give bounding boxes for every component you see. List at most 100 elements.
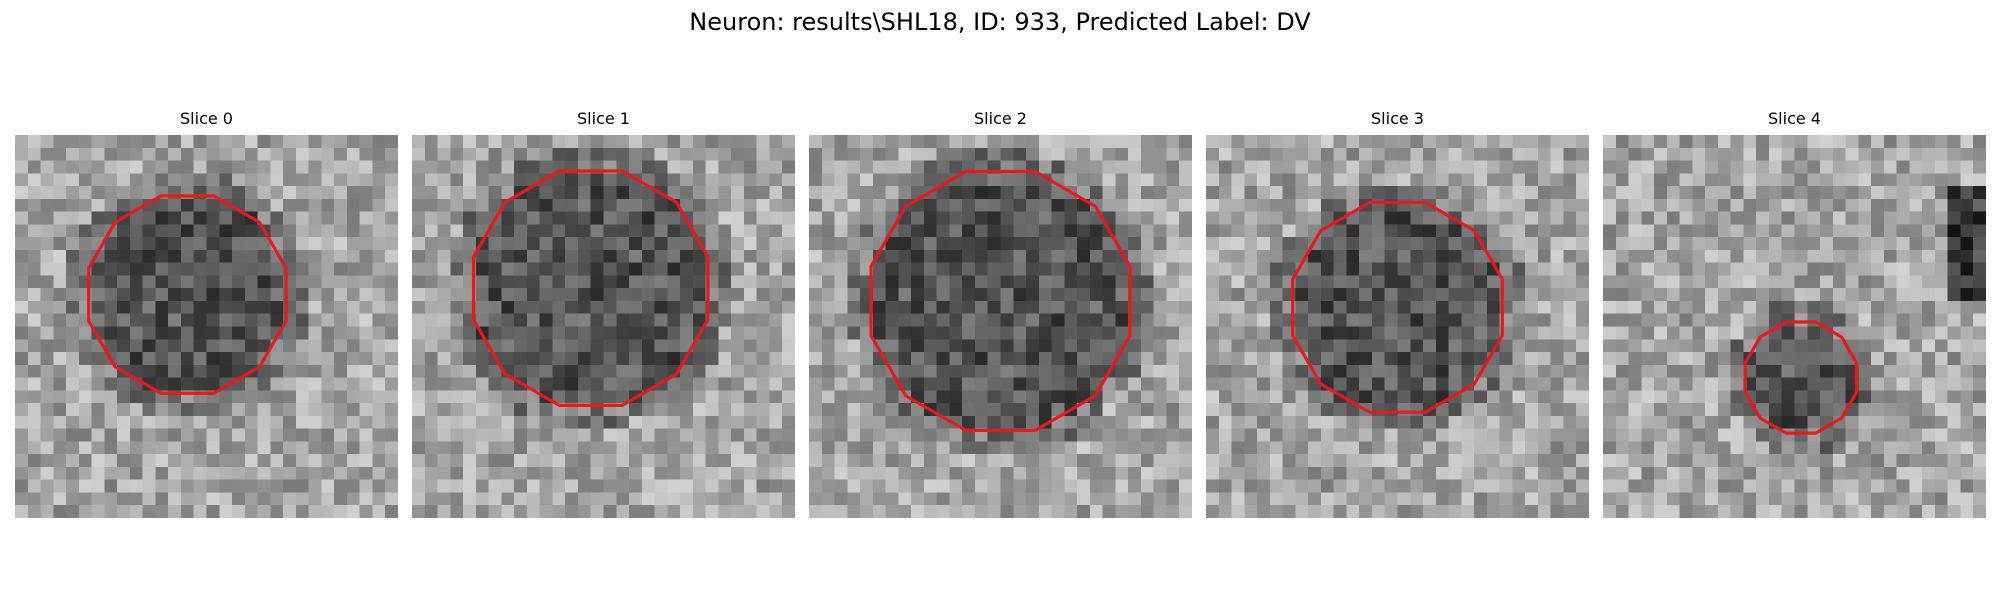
image-pixel	[27, 249, 41, 263]
image-pixel	[769, 428, 783, 442]
image-pixel	[539, 339, 553, 353]
image-pixel	[590, 326, 604, 340]
image-pixel	[526, 211, 540, 225]
image-pixel	[809, 237, 823, 251]
image-pixel	[257, 403, 271, 417]
image-pixel	[1794, 326, 1808, 340]
image-pixel	[1179, 403, 1192, 417]
image-pixel	[155, 262, 169, 276]
image-pixel	[1231, 364, 1245, 378]
image-pixel	[705, 390, 719, 404]
image-pixel	[1038, 505, 1052, 518]
image-pixel	[180, 326, 194, 340]
image-pixel	[1038, 339, 1052, 353]
image-pixel	[1832, 454, 1846, 468]
image-pixel	[1499, 224, 1513, 238]
image-pixel	[66, 352, 80, 366]
image-pixel	[91, 479, 105, 493]
image-pixel	[1064, 364, 1078, 378]
image-pixel	[962, 211, 976, 225]
image-pixel	[1563, 454, 1577, 468]
image-pixel	[295, 492, 309, 506]
image-pixel	[1679, 186, 1693, 200]
image-pixel	[1537, 454, 1551, 468]
image-pixel	[142, 237, 156, 251]
image-pixel	[1166, 275, 1180, 289]
image-pixel	[809, 415, 823, 429]
image-pixel	[385, 198, 398, 212]
slice-panel-0: Slice 0	[15, 109, 398, 523]
image-pixel	[1435, 262, 1449, 276]
image-pixel	[1909, 339, 1923, 353]
image-pixel	[809, 466, 823, 480]
image-pixel	[705, 466, 719, 480]
image-pixel	[66, 288, 80, 302]
image-pixel	[667, 454, 681, 468]
image-pixel	[949, 237, 963, 251]
image-pixel	[1435, 428, 1449, 442]
image-pixel	[590, 275, 604, 289]
image-pixel	[654, 160, 668, 174]
image-pixel	[1333, 147, 1347, 161]
image-pixel	[1257, 466, 1271, 480]
image-pixel	[1654, 173, 1668, 187]
image-pixel	[27, 364, 41, 378]
image-pixel	[1153, 288, 1167, 302]
image-pixel	[629, 339, 643, 353]
image-pixel	[412, 275, 426, 289]
image-pixel	[743, 441, 757, 455]
image-pixel	[756, 403, 770, 417]
image-pixel	[1269, 224, 1283, 238]
image-pixel	[1153, 364, 1167, 378]
image-pixel	[705, 364, 719, 378]
image-pixel	[1768, 441, 1782, 455]
image-pixel	[283, 377, 297, 391]
image-pixel	[1384, 339, 1398, 353]
image-pixel	[1244, 326, 1258, 340]
image-pixel	[1768, 428, 1782, 442]
image-pixel	[616, 224, 630, 238]
image-pixel	[1179, 147, 1192, 161]
image-pixel	[539, 326, 553, 340]
image-pixel	[1883, 288, 1897, 302]
image-pixel	[1615, 224, 1629, 238]
image-pixel	[1435, 492, 1449, 506]
image-pixel	[629, 441, 643, 455]
image-pixel	[1371, 403, 1385, 417]
image-pixel	[321, 211, 335, 225]
image-pixel	[283, 147, 297, 161]
image-pixel	[552, 186, 566, 200]
image-pixel	[1845, 313, 1859, 327]
image-pixel	[295, 173, 309, 187]
image-pixel	[1537, 173, 1551, 187]
image-pixel	[1768, 224, 1782, 238]
image-pixel	[898, 186, 912, 200]
image-pixel	[1000, 313, 1014, 327]
image-pixel	[1140, 505, 1154, 518]
image-pixel	[1934, 249, 1948, 263]
image-pixel	[1308, 275, 1322, 289]
image-pixel	[1166, 454, 1180, 468]
image-pixel	[1717, 262, 1731, 276]
image-pixel	[1781, 479, 1795, 493]
image-pixel	[1423, 186, 1437, 200]
image-pixel	[962, 135, 976, 149]
image-pixel	[1781, 377, 1795, 391]
image-pixel	[142, 352, 156, 366]
image-pixel	[1922, 275, 1936, 289]
image-pixel	[962, 326, 976, 340]
image-pixel	[450, 505, 464, 518]
image-pixel	[1257, 147, 1271, 161]
image-pixel	[1807, 275, 1821, 289]
image-pixel	[1883, 403, 1897, 417]
image-pixel	[1525, 505, 1539, 518]
image-pixel	[1705, 300, 1719, 314]
image-pixel	[667, 262, 681, 276]
image-pixel	[911, 275, 925, 289]
image-pixel	[1089, 403, 1103, 417]
image-pixel	[743, 211, 757, 225]
image-pixel	[1679, 211, 1693, 225]
image-pixel	[1960, 326, 1974, 340]
image-pixel	[91, 403, 105, 417]
image-pixel	[206, 275, 220, 289]
